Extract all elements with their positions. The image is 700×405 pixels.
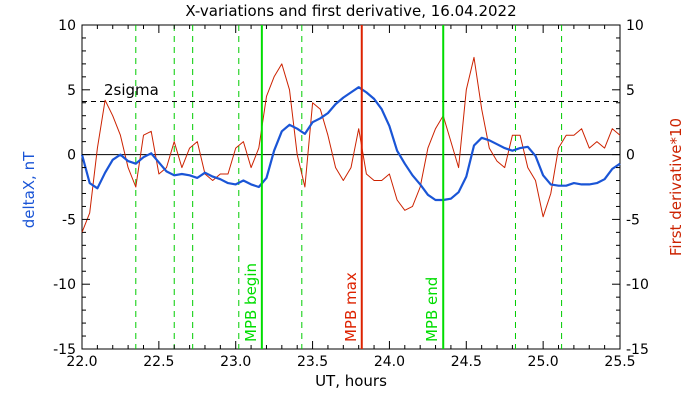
y-tick-label-left: -5 xyxy=(62,212,76,228)
y-tick-label-right: -15 xyxy=(626,342,649,358)
y-tick-label-left: -15 xyxy=(53,342,76,358)
y-tick-label-right: 5 xyxy=(626,83,635,99)
marker-label-2: MPB end xyxy=(423,277,441,342)
x-tick-label: 24.5 xyxy=(451,354,482,370)
y-tick-label-left: 0 xyxy=(67,148,76,164)
x-tick-label: 23.5 xyxy=(297,354,328,370)
series-line-deltax xyxy=(80,86,621,202)
y-tick-label-left: 10 xyxy=(58,18,76,34)
y-tick-label-right: -5 xyxy=(626,212,640,228)
x-tick-label: 25.5 xyxy=(604,354,635,370)
x-tick-label: 22.0 xyxy=(66,354,97,370)
y-tick-label-left: -10 xyxy=(53,277,76,293)
x-tick-label: 24.0 xyxy=(374,354,405,370)
y-axis-right-label: First derivative*10 xyxy=(667,118,685,256)
y-tick-label-left: 5 xyxy=(67,83,76,99)
chart-title: X-variations and first derivative, 16.04… xyxy=(185,2,516,20)
y-axis-left-label: deltaX, nT xyxy=(20,151,38,228)
reference-lines xyxy=(82,100,620,156)
x-tick-label: 22.5 xyxy=(143,354,174,370)
series-lines xyxy=(80,56,621,233)
axis-ticks: 22.0 22.5 23.0 23.5 24.0 24.5 25.0 25.5 10 10 5 5 0 0… xyxy=(53,18,649,370)
marker-label-1: MPB max xyxy=(342,272,360,342)
y-tick-label-right: 0 xyxy=(626,148,635,164)
x-tick-label: 25.0 xyxy=(528,354,559,370)
plot-frame xyxy=(81,24,621,350)
dashed-marker-lines xyxy=(135,25,563,349)
y-tick-label-right: -10 xyxy=(626,277,649,293)
marker-label-0: MPB begin xyxy=(242,263,260,342)
x-tick-label: 23.0 xyxy=(220,354,251,370)
series-line-derivative xyxy=(81,56,621,233)
x-axis-label: UT, hours xyxy=(315,372,387,390)
threshold-label: 2sigma xyxy=(104,81,159,99)
y-tick-label-right: 10 xyxy=(626,18,644,34)
event-markers: MPB begin MPB max MPB end xyxy=(242,25,445,349)
